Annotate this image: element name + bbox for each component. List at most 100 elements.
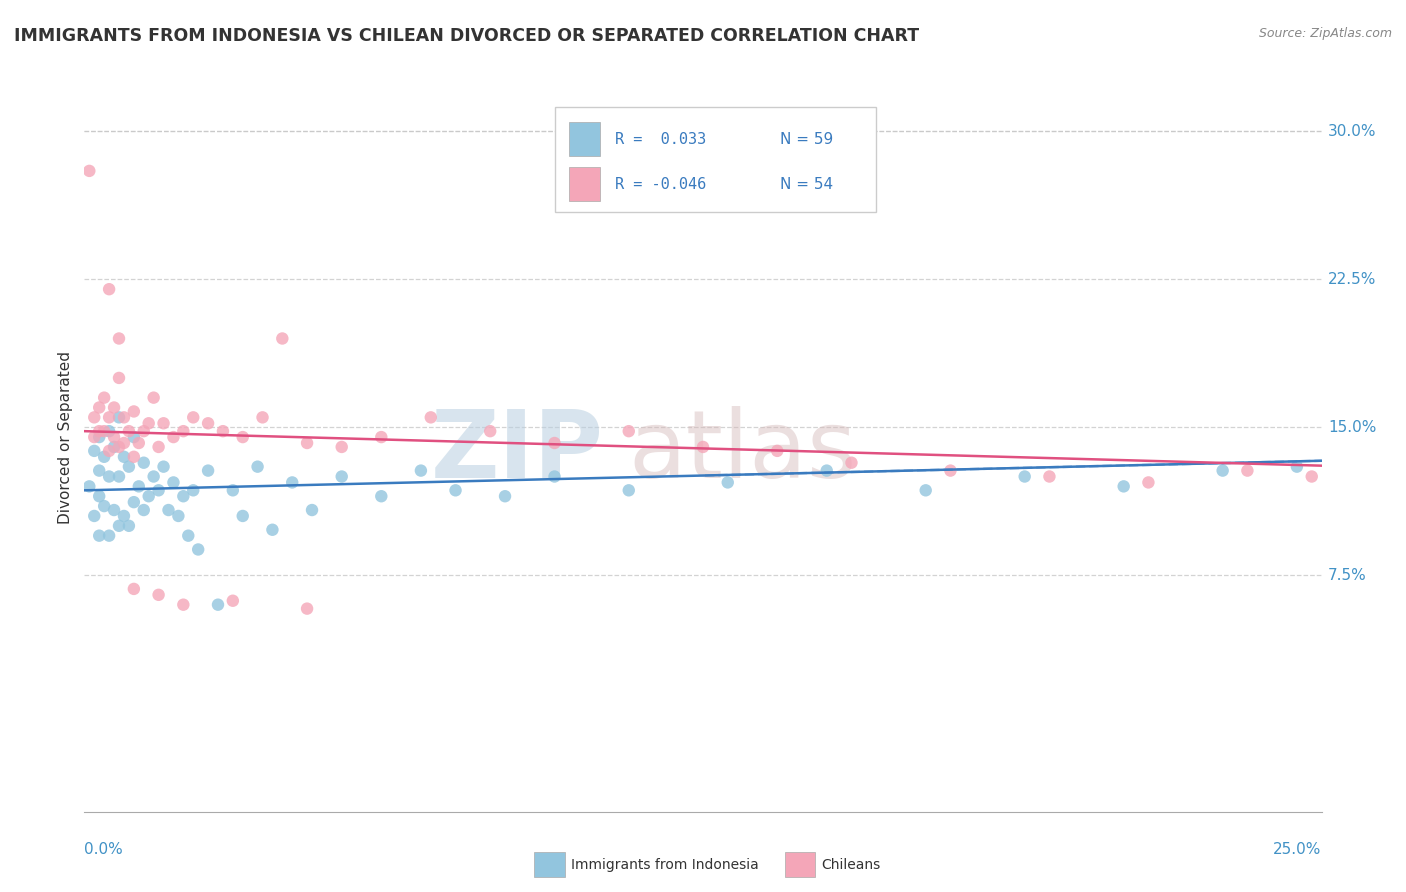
Point xyxy=(1014,469,1036,483)
Text: R =  0.033: R = 0.033 xyxy=(616,132,706,147)
Point xyxy=(98,282,121,296)
Point xyxy=(222,593,245,607)
Point xyxy=(617,424,640,438)
Point xyxy=(108,331,131,345)
Point xyxy=(295,601,318,615)
Point xyxy=(122,582,145,596)
Point xyxy=(330,469,353,483)
Point xyxy=(93,499,115,513)
Point xyxy=(89,489,111,503)
Text: ZIP: ZIP xyxy=(432,406,605,498)
Text: IMMIGRANTS FROM INDONESIA VS CHILEAN DIVORCED OR SEPARATED CORRELATION CHART: IMMIGRANTS FROM INDONESIA VS CHILEAN DIV… xyxy=(14,27,920,45)
Point xyxy=(419,410,441,425)
Point xyxy=(98,529,121,543)
Text: 0.0%: 0.0% xyxy=(84,842,124,856)
Point xyxy=(103,503,125,517)
Point xyxy=(118,459,141,474)
Point xyxy=(1212,464,1234,478)
Point xyxy=(98,443,121,458)
Point xyxy=(1236,464,1258,478)
Point xyxy=(330,440,353,454)
Point xyxy=(543,436,565,450)
Point xyxy=(103,401,125,415)
Y-axis label: Divorced or Separated: Divorced or Separated xyxy=(58,351,73,524)
Point xyxy=(494,489,516,503)
Point xyxy=(207,598,229,612)
Point xyxy=(815,464,838,478)
Point xyxy=(479,424,502,438)
Point xyxy=(1137,475,1160,490)
Point xyxy=(108,440,131,454)
Point xyxy=(162,475,184,490)
Bar xyxy=(569,122,600,156)
Point xyxy=(103,440,125,454)
Point xyxy=(167,508,190,523)
Point xyxy=(108,469,131,483)
Text: atlas: atlas xyxy=(628,406,858,498)
Text: 30.0%: 30.0% xyxy=(1327,124,1376,139)
Point xyxy=(83,430,105,444)
Point xyxy=(212,424,235,438)
Point xyxy=(543,469,565,483)
Point xyxy=(271,331,294,345)
Point xyxy=(93,450,115,464)
Point xyxy=(112,450,135,464)
Point xyxy=(281,475,304,490)
Point xyxy=(89,464,111,478)
Point xyxy=(148,483,170,498)
Point xyxy=(122,430,145,444)
Text: Source: ZipAtlas.com: Source: ZipAtlas.com xyxy=(1258,27,1392,40)
Point xyxy=(132,456,155,470)
Point xyxy=(142,469,165,483)
Point xyxy=(83,443,105,458)
Text: N = 54: N = 54 xyxy=(780,178,832,192)
Point xyxy=(138,489,160,503)
Point xyxy=(83,410,105,425)
Point xyxy=(152,459,174,474)
Point xyxy=(177,529,200,543)
Point xyxy=(232,508,254,523)
Point xyxy=(132,424,155,438)
Point xyxy=(409,464,432,478)
Point xyxy=(172,598,194,612)
Point xyxy=(112,410,135,425)
Point xyxy=(252,410,274,425)
Point xyxy=(108,518,131,533)
Point xyxy=(181,483,204,498)
Point xyxy=(197,417,219,431)
Point xyxy=(118,518,141,533)
Point xyxy=(112,436,135,450)
Text: N = 59: N = 59 xyxy=(780,132,832,147)
Point xyxy=(128,436,150,450)
Point xyxy=(939,464,962,478)
Point xyxy=(222,483,245,498)
Point xyxy=(246,459,269,474)
Point xyxy=(232,430,254,444)
Point xyxy=(93,391,115,405)
Point xyxy=(89,430,111,444)
Point xyxy=(83,508,105,523)
Point xyxy=(152,417,174,431)
Point xyxy=(79,479,101,493)
Text: 7.5%: 7.5% xyxy=(1327,567,1367,582)
Text: R = -0.046: R = -0.046 xyxy=(616,178,706,192)
Point xyxy=(122,495,145,509)
Point xyxy=(98,410,121,425)
Point xyxy=(79,164,101,178)
Point xyxy=(142,391,165,405)
Point xyxy=(766,443,789,458)
Point xyxy=(98,424,121,438)
Bar xyxy=(569,168,600,201)
Point xyxy=(1301,469,1323,483)
Point xyxy=(444,483,467,498)
Point xyxy=(118,424,141,438)
Point xyxy=(617,483,640,498)
Point xyxy=(187,542,209,557)
Point xyxy=(122,450,145,464)
Point xyxy=(89,424,111,438)
Point xyxy=(93,424,115,438)
Point xyxy=(172,424,194,438)
Point xyxy=(128,479,150,493)
Point xyxy=(262,523,284,537)
Point xyxy=(172,489,194,503)
